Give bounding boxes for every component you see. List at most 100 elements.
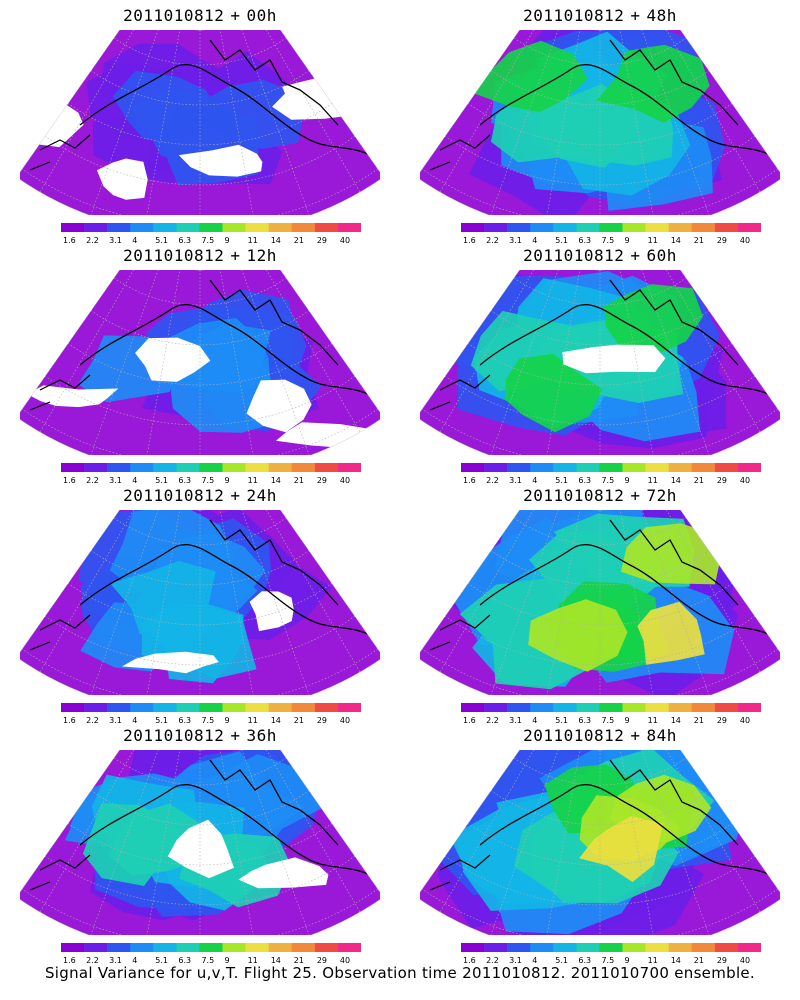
graticule-line — [219, 750, 256, 935]
colorbar-label: 11 — [648, 476, 658, 485]
panel-plus-sign: + — [230, 246, 241, 265]
colorbar-swatch — [245, 223, 269, 232]
colorbar-swatch — [107, 223, 131, 232]
colorbar-label: 5.1 — [155, 476, 168, 485]
no-data-region — [249, 591, 294, 632]
colorbar-swatch — [107, 703, 131, 712]
panel-base-time: 2011010812 — [523, 6, 625, 25]
colorbar-label: 6.3 — [578, 476, 591, 485]
colorbar-swatch — [668, 223, 693, 232]
map-boundary — [20, 270, 380, 455]
panel-plus-sign: + — [230, 6, 241, 25]
panel-plus-sign: + — [630, 6, 641, 25]
colorbar-swatch — [507, 223, 531, 232]
colorbar-label: 3.1 — [509, 956, 522, 965]
colorbar-label: 40 — [340, 956, 350, 965]
colorbar-swatch — [176, 943, 200, 952]
colorbar-swatch — [484, 463, 508, 472]
colorbar-swatch — [691, 463, 716, 472]
panel-lead-time: 36h — [246, 726, 277, 745]
colorbar-swatch — [314, 703, 339, 712]
panel-base-time: 2011010812 — [123, 6, 225, 25]
colorbar-swatch — [553, 223, 577, 232]
panel-lead-time: 48h — [646, 6, 677, 25]
colorbar: 1.6 2.2 3.1 4 5.1 6.3 7.5 9 11 14 21 29 40 — [461, 703, 761, 725]
panel-title: 2011010812 +72h — [400, 486, 800, 505]
colorbar-swatch — [245, 703, 269, 712]
coastline — [429, 374, 491, 411]
variance-map — [420, 750, 780, 935]
colorbar-swatch — [199, 943, 223, 952]
no-data-region — [96, 158, 148, 200]
colorbar: 1.6 2.2 3.1 4 5.1 6.3 7.5 9 11 14 21 29 40 — [61, 943, 361, 965]
colorbar-label: 7.5 — [201, 956, 214, 965]
colorbar: 1.6 2.2 3.1 4 5.1 6.3 7.5 9 11 14 21 29 40 — [461, 463, 761, 485]
colorbar-label: 11 — [248, 476, 258, 485]
colorbar-swatch — [576, 703, 600, 712]
panel-lead-time: 60h — [646, 246, 677, 265]
graticule-line — [257, 750, 361, 913]
colorbar-label: 1.6 — [63, 476, 76, 485]
graticule-line — [144, 270, 181, 455]
colorbar-swatch — [61, 703, 85, 712]
coastline — [209, 279, 339, 366]
colorbar-label: 6.3 — [578, 236, 591, 245]
colorbar-swatch — [291, 463, 316, 472]
colorbar-label: 7.5 — [601, 236, 614, 245]
forecast-panel: 2011010812 +48h 1.6 2.2 3.1 4 5.1 6.3 7.5 9 11 14 21… — [400, 0, 800, 245]
colorbar-label: 1.6 — [63, 236, 76, 245]
colorbar-swatch — [199, 223, 223, 232]
graticule-line — [20, 270, 380, 386]
graticule-line — [639, 510, 710, 695]
colorbar-swatch — [268, 943, 293, 952]
graticule-line — [619, 750, 656, 935]
variance-map — [420, 30, 780, 215]
panel-lead-time: 72h — [646, 486, 677, 505]
colorbar-label: 1.6 — [463, 716, 476, 725]
panel-title: 2011010812 +84h — [400, 726, 800, 745]
colorbar-label: 11 — [648, 956, 658, 965]
coastline — [79, 304, 371, 396]
forecast-panel: 2011010812 +12h 1.6 2.2 3.1 4 5.1 6.3 7.5 9 11 14 21… — [0, 240, 400, 485]
colorbar-swatch — [622, 943, 646, 952]
graticule-line — [420, 750, 780, 866]
panel-lead-time: 12h — [246, 246, 277, 265]
coastline — [79, 64, 371, 156]
colorbar-label: 7.5 — [601, 476, 614, 485]
colorbar-swatch — [176, 463, 200, 472]
graticule-line — [420, 750, 780, 906]
colorbar-swatch — [668, 703, 693, 712]
colorbar-swatch — [553, 463, 577, 472]
graticule-line — [420, 750, 780, 826]
colorbar-swatch — [84, 463, 108, 472]
graticule-line — [90, 270, 161, 455]
panel-title: 2011010812 +48h — [400, 6, 800, 25]
colorbar-label: 14 — [671, 716, 681, 725]
colorbar-swatch — [599, 703, 623, 712]
map-boundary — [420, 510, 780, 695]
colorbar-label: 14 — [271, 236, 281, 245]
colorbar-swatch — [130, 223, 154, 232]
graticule-line — [39, 30, 143, 193]
colorbar-swatch — [314, 223, 339, 232]
colorbar-label: 9 — [625, 956, 630, 965]
graticule-line — [657, 750, 761, 913]
variance-map — [20, 510, 380, 695]
colorbar-label: 9 — [225, 956, 230, 965]
colorbar-label: 2.2 — [86, 476, 99, 485]
colorbar-swatch — [576, 943, 600, 952]
graticule-line — [144, 30, 181, 215]
coastline — [29, 374, 91, 411]
graticule-line — [439, 750, 543, 913]
colorbar-swatch — [337, 223, 361, 232]
coastline — [29, 854, 91, 891]
colorbar: 1.6 2.2 3.1 4 5.1 6.3 7.5 9 11 14 21 29 40 — [61, 223, 361, 245]
colorbar-label: 3.1 — [109, 476, 122, 485]
graticule-line — [239, 750, 310, 935]
coastline — [29, 614, 91, 651]
colorbar-label: 9 — [225, 476, 230, 485]
graticule-line — [20, 270, 380, 426]
coastline — [209, 519, 339, 606]
colorbar-label: 2.2 — [486, 716, 499, 725]
graticule-line — [639, 750, 710, 935]
